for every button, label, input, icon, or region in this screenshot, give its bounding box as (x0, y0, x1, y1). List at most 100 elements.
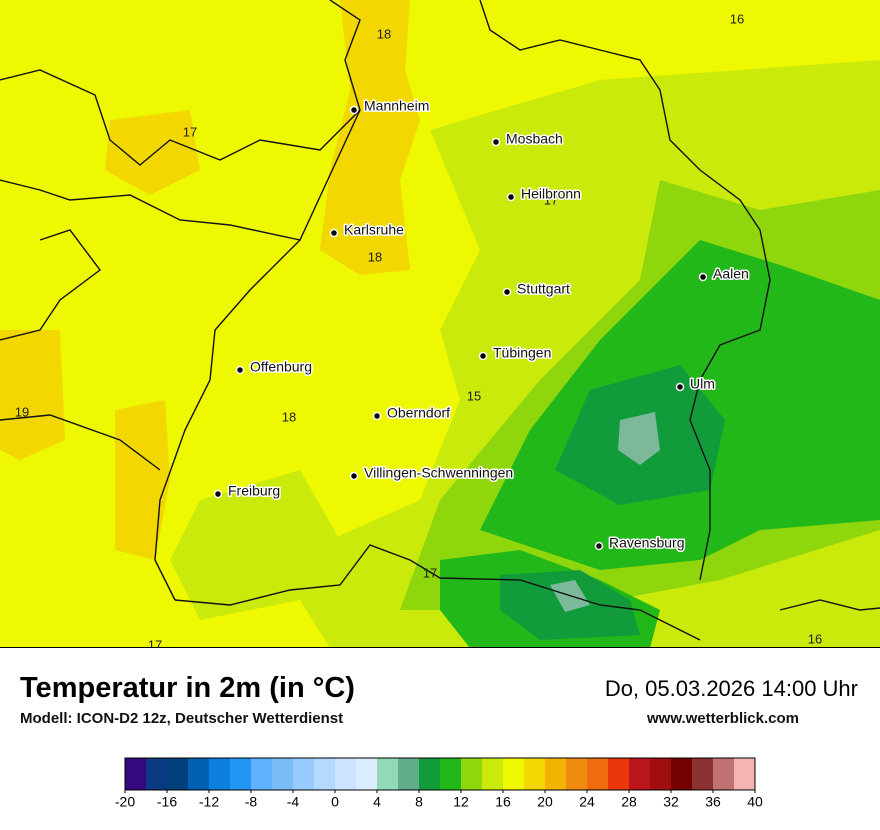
contour-label: 17 (148, 637, 162, 648)
contour-label: 17 (183, 124, 197, 139)
website: www.wetterblick.com (647, 710, 799, 727)
tick-label: 24 (579, 794, 595, 810)
color-swatch (587, 758, 609, 790)
city-label: Karlsruhe (344, 222, 404, 238)
subtitle: Modell: ICON-D2 12z, Deutscher Wetterdie… (20, 710, 344, 727)
color-swatch (440, 758, 462, 790)
datetime: Do, 05.03.2026 14:00 Uhr (604, 676, 858, 701)
warm-area (105, 110, 200, 195)
color-swatch (482, 758, 504, 790)
city-dot (675, 382, 685, 392)
contour-label: 19 (15, 404, 29, 419)
city-label: Stuttgart (517, 281, 570, 297)
color-swatch (188, 758, 210, 790)
city-markers (213, 105, 708, 551)
city-label: Freiburg (228, 483, 280, 499)
contour-label: 18 (368, 249, 382, 264)
city-label: Ravensburg (609, 535, 685, 551)
color-swatch (356, 758, 378, 790)
color-swatch (692, 758, 714, 790)
border (174, 544, 701, 641)
city-dot (594, 541, 604, 551)
color-swatch (230, 758, 252, 790)
color-swatch (377, 758, 399, 790)
warm-area (320, 0, 420, 275)
warm-area (0, 330, 65, 460)
border (154, 239, 301, 601)
city-label: Offenburg (250, 359, 312, 375)
tick-label: 4 (373, 794, 381, 810)
city-dot (372, 411, 382, 421)
contour-label: 17 (544, 192, 558, 207)
tick-label: 32 (663, 794, 679, 810)
color-swatch (650, 758, 672, 790)
colorbar-frame (124, 757, 756, 791)
border (0, 0, 361, 166)
color-swatch (209, 758, 231, 790)
city-dot (698, 272, 708, 282)
city-dot (349, 471, 359, 481)
tick-label: 28 (621, 794, 637, 810)
city-dot (478, 351, 488, 361)
city-dot (349, 105, 359, 115)
border (479, 0, 771, 581)
tick-label: 0 (331, 794, 339, 810)
cold-patch (618, 412, 660, 465)
contour-label: 17 (423, 565, 437, 580)
contour-label: 15 (467, 388, 481, 403)
color-swatch (713, 758, 735, 790)
tick-label: 16 (495, 794, 511, 810)
contour-label: 18 (377, 26, 391, 41)
color-swatch (566, 758, 588, 790)
color-swatch (146, 758, 168, 790)
color-swatch (272, 758, 294, 790)
warm-area (115, 400, 170, 560)
color-swatch (545, 758, 567, 790)
color-swatch (167, 758, 189, 790)
border (0, 229, 101, 341)
map: 18 16 17 17 18 19 15 18 17 17 16 Mannhei… (0, 0, 880, 648)
color-swatch (524, 758, 546, 790)
tick-label: -8 (245, 794, 258, 810)
contour-label: 16 (808, 631, 822, 646)
tick-label: 8 (415, 794, 423, 810)
border (779, 599, 880, 611)
border (0, 109, 361, 241)
tick-label: 12 (453, 794, 469, 810)
color-swatch (419, 758, 441, 790)
color-swatch (461, 758, 483, 790)
tick-label: 36 (705, 794, 721, 810)
color-swatch (335, 758, 357, 790)
contour-label: 16 (730, 11, 744, 26)
color-swatch (629, 758, 651, 790)
city-label: Mosbach (506, 131, 563, 147)
mild-area (170, 470, 340, 620)
color-swatch (671, 758, 693, 790)
city-dot (213, 489, 223, 499)
tick-label: 20 (537, 794, 553, 810)
color-swatch (398, 758, 420, 790)
tick-label: -20 (115, 794, 135, 810)
color-swatch (293, 758, 315, 790)
colorbar: -20 -16 -12 -8 -4 0 4 8 12 16 20 24 28 32 36 40 (115, 757, 763, 810)
city-label: Mannheim (364, 98, 429, 114)
city-dot (235, 365, 245, 375)
color-swatch (251, 758, 273, 790)
title: Temperatur in 2m (in °C) (20, 672, 355, 704)
city-dot (329, 228, 339, 238)
color-swatch (608, 758, 630, 790)
city-label: Oberndorf (387, 405, 450, 421)
tick-label: -12 (199, 794, 219, 810)
color-swatch (314, 758, 336, 790)
color-swatch (503, 758, 525, 790)
tick-label: -16 (157, 794, 177, 810)
tick-label: -4 (287, 794, 300, 810)
city-label: Aalen (713, 266, 749, 282)
city-label: Villingen-Schwenningen (364, 465, 513, 481)
color-swatch (125, 758, 147, 790)
map-frame (0, 647, 880, 648)
contour-label: 18 (282, 409, 296, 424)
city-dot (506, 192, 516, 202)
color-swatch (734, 758, 756, 790)
